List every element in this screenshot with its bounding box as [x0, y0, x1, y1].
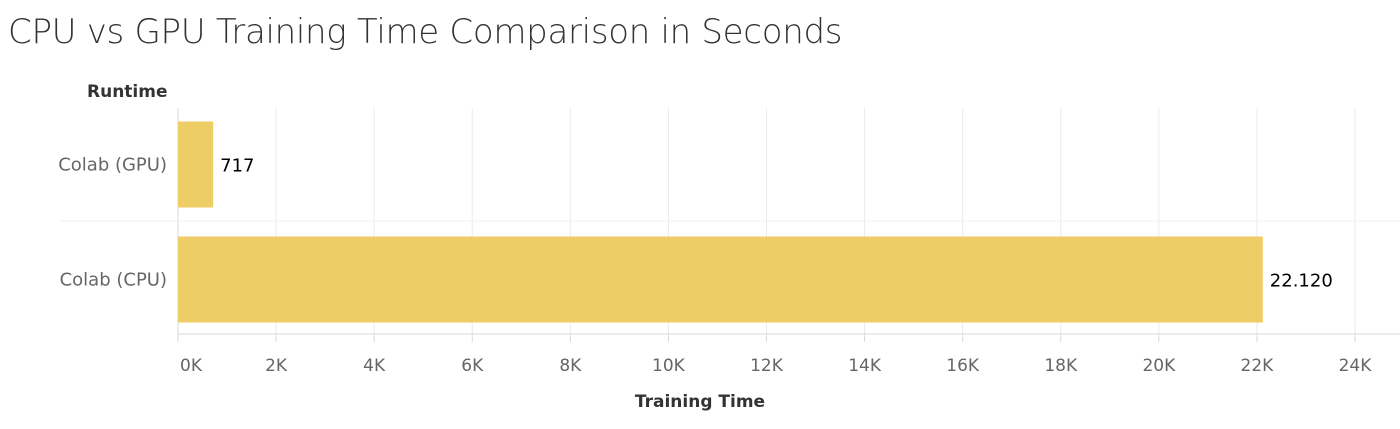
y-axis-title: Runtime	[87, 82, 168, 102]
x-tick-label: 6K	[461, 356, 484, 376]
x-tick-label: 16K	[946, 356, 980, 376]
x-tick-label: 22K	[1241, 356, 1275, 376]
x-axis-title: Training Time	[634, 392, 766, 412]
x-tick-label: 4K	[363, 356, 386, 376]
x-tick-label: 0K	[180, 356, 203, 376]
category-label: Colab (CPU)	[60, 270, 167, 291]
x-tick-label: 10K	[652, 356, 686, 376]
data-label: 22.120	[1270, 271, 1333, 292]
x-tick-label: 24K	[1339, 356, 1373, 376]
x-tick-label: 2K	[265, 356, 288, 376]
category-label: Colab (GPU)	[58, 155, 167, 176]
data-label: 717	[220, 156, 254, 177]
bar	[178, 121, 214, 208]
x-tick-label: 14K	[848, 356, 882, 376]
bar	[178, 236, 1263, 323]
x-tick-label: 18K	[1044, 356, 1078, 376]
x-tick-label: 12K	[750, 356, 784, 376]
chart-title: CPU vs GPU Training Time Comparison in S…	[8, 12, 843, 52]
x-tick-label: 8K	[559, 356, 582, 376]
x-tick-label: 20K	[1142, 356, 1176, 376]
